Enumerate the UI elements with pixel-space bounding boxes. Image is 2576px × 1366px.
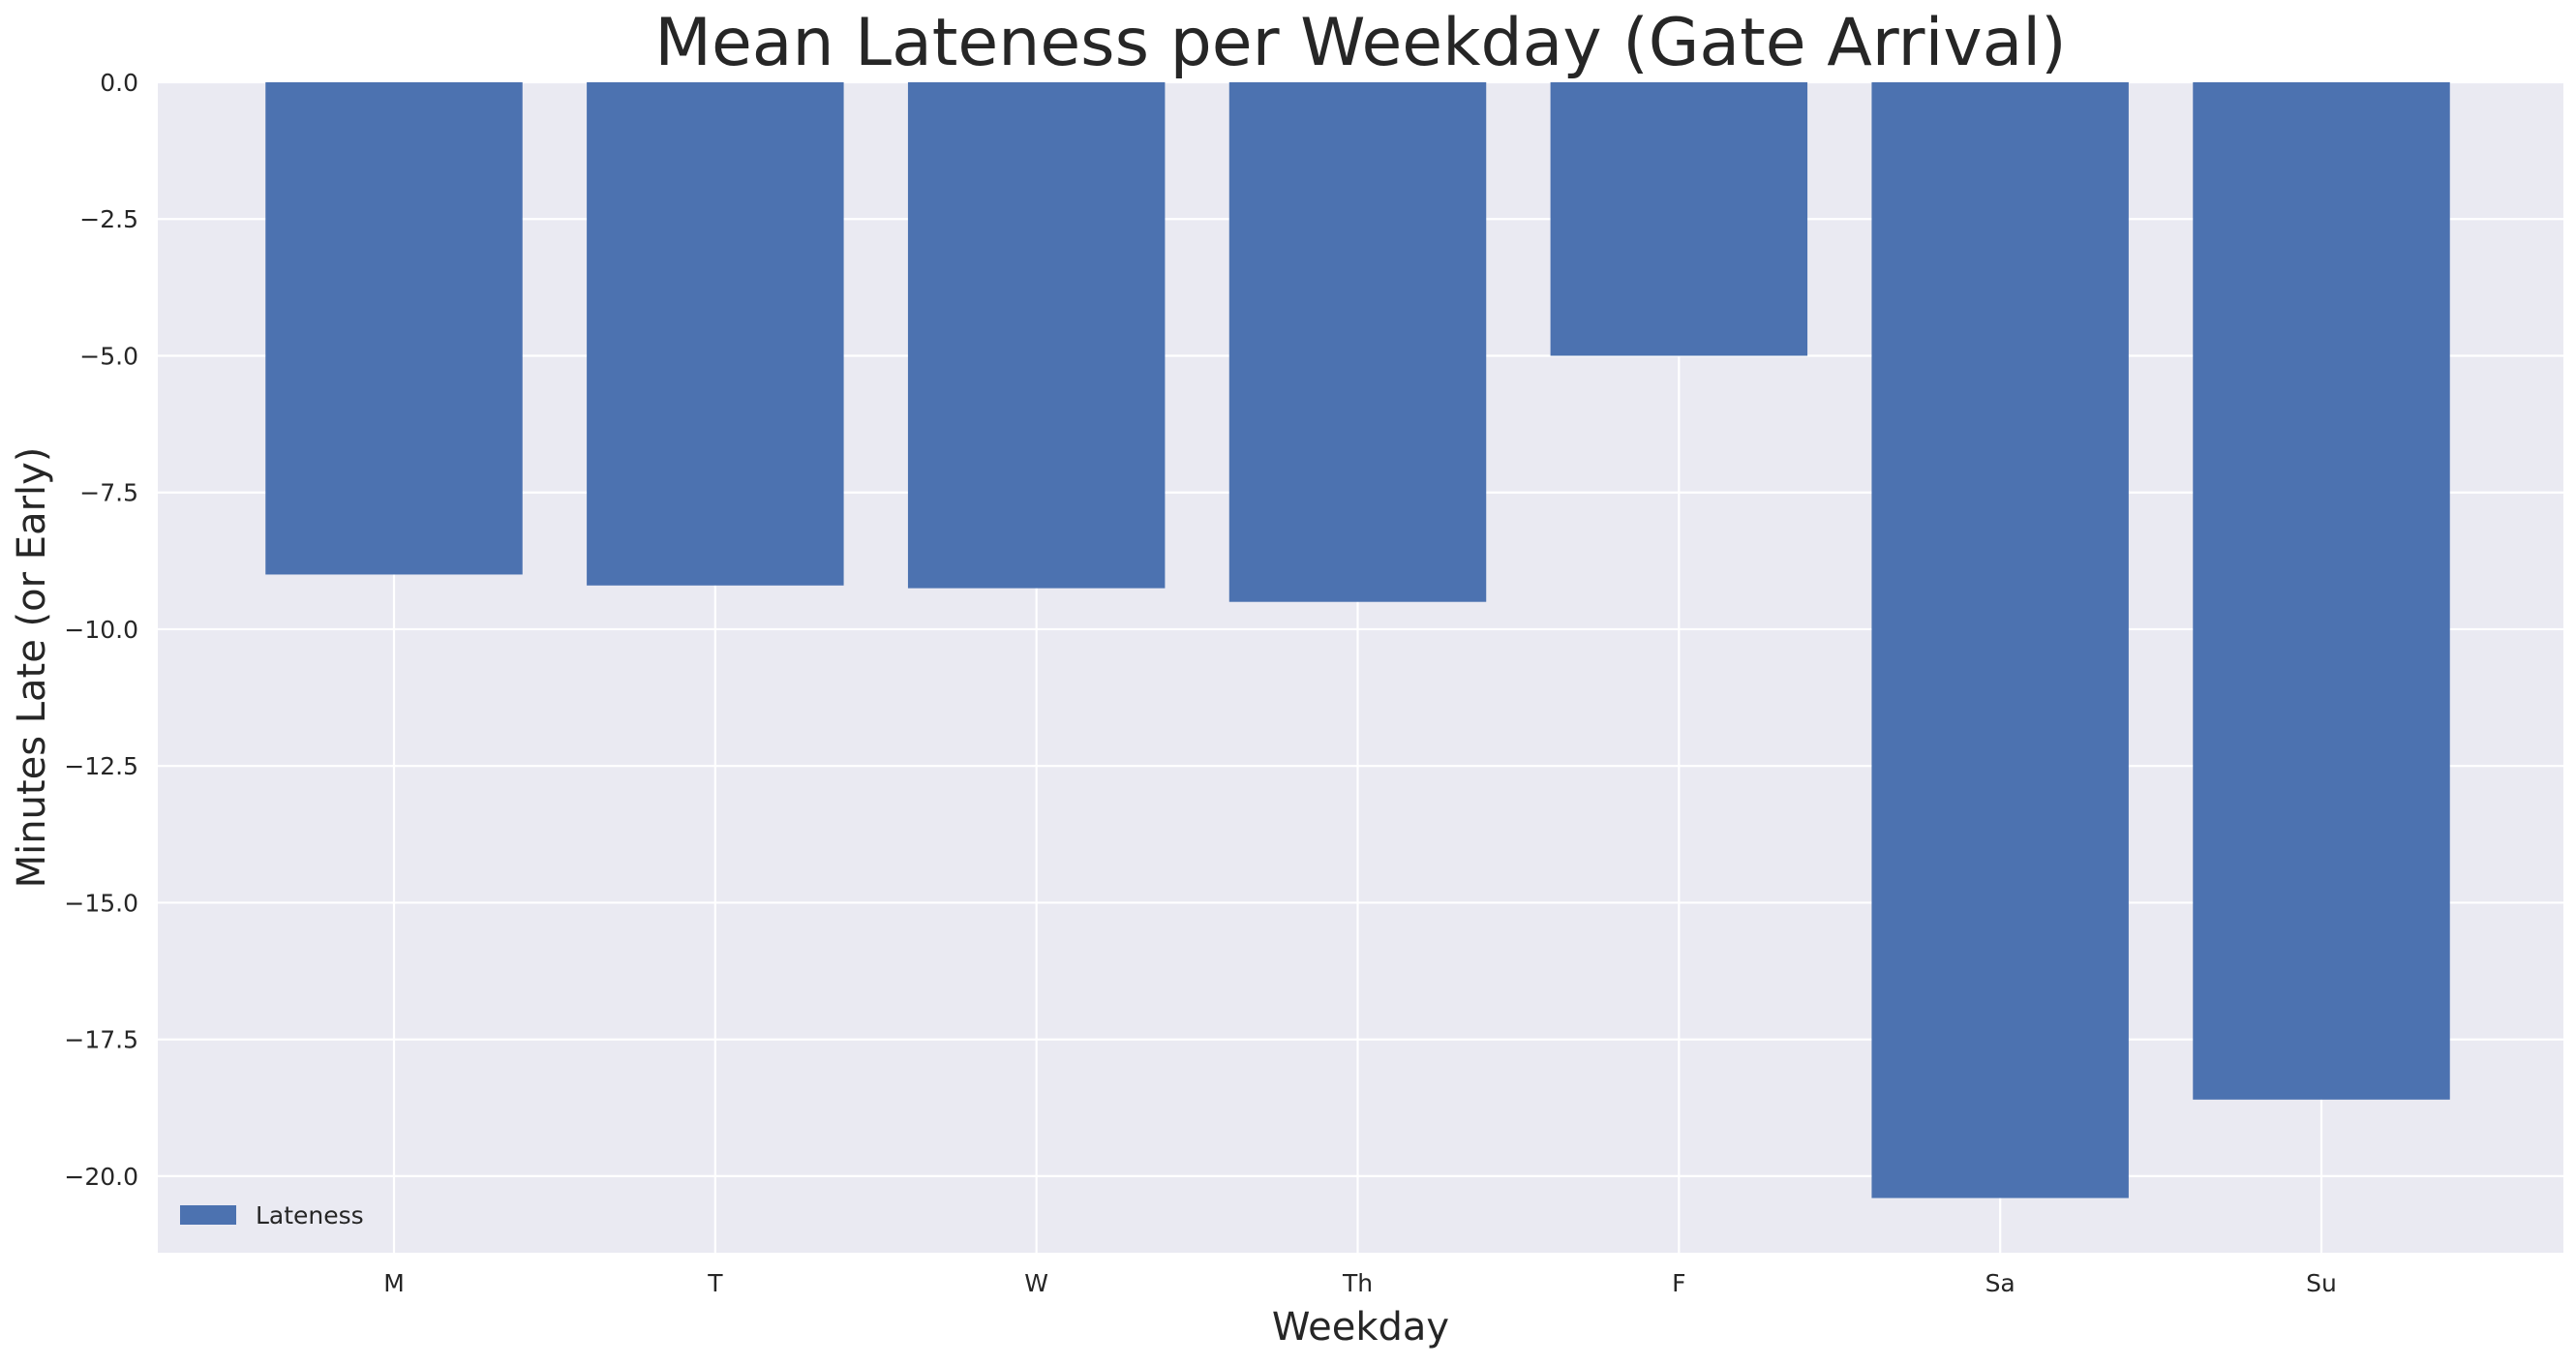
bar-sa xyxy=(1871,82,2129,1199)
legend-label: Lateness xyxy=(256,1201,364,1229)
bar-th xyxy=(1228,82,1487,602)
bar-f xyxy=(1550,82,1808,356)
y-tick-label: −17.5 xyxy=(64,1026,138,1054)
x-tick-label: F xyxy=(1672,1269,1685,1297)
y-tick-label: −2.5 xyxy=(79,205,138,233)
bar-su xyxy=(2193,82,2450,1100)
x-tick-label: W xyxy=(1024,1269,1048,1297)
bar-m xyxy=(265,82,523,575)
y-tick-label: −15.0 xyxy=(64,889,138,917)
legend: Lateness xyxy=(180,1201,364,1229)
legend-swatch xyxy=(180,1205,236,1225)
x-tick-label: Th xyxy=(1342,1269,1373,1297)
y-tick-label: −10.0 xyxy=(64,616,138,644)
x-tick-labels: M T W Th F Sa Su xyxy=(383,1269,2337,1297)
y-tick-label: −20.0 xyxy=(64,1163,138,1191)
x-tick-label: Sa xyxy=(1985,1269,2015,1297)
x-tick-label: Su xyxy=(2306,1269,2337,1297)
y-tick-label: 0.0 xyxy=(100,69,138,97)
chart-title: Mean Lateness per Weekday (Gate Arrival) xyxy=(654,5,2066,81)
y-axis-label: Minutes Late (or Early) xyxy=(10,447,54,889)
y-tick-label: −7.5 xyxy=(79,479,138,507)
x-tick-label: M xyxy=(383,1269,405,1297)
bar-t xyxy=(587,82,844,586)
bar-layer xyxy=(265,82,2450,1199)
x-axis-label: Weekday xyxy=(1272,1305,1449,1350)
y-tick-label: −12.5 xyxy=(64,752,138,780)
bar-w xyxy=(907,82,1166,589)
x-tick-label: T xyxy=(707,1269,723,1297)
y-tick-label: −5.0 xyxy=(79,342,138,370)
y-tick-labels: 0.0 −2.5 −5.0 −7.5 −10.0 −12.5 −15.0 −17.5 −20.0 xyxy=(64,69,138,1191)
